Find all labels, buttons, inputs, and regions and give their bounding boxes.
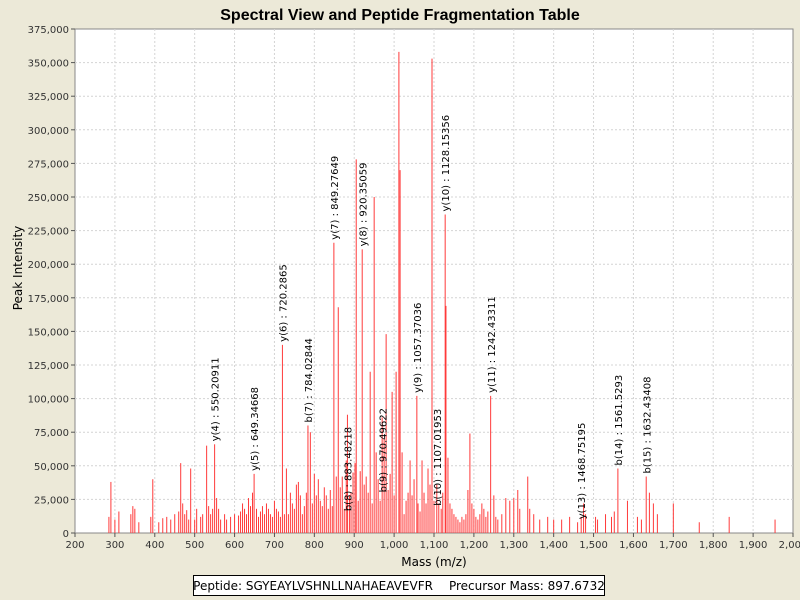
y-tick-label: 200,000 [28, 260, 69, 271]
x-tick-label: 1,300 [499, 540, 528, 551]
x-tick-label: 300 [105, 540, 124, 551]
x-tick-label: 700 [265, 540, 284, 551]
y-tick-label: 100,000 [28, 395, 69, 406]
x-tick-label: 1,100 [420, 540, 449, 551]
x-tick-label: 1,600 [619, 540, 648, 551]
peak-annotation: y(6) : 720.2865 [279, 264, 290, 342]
peak-annotation: y(4) : 550.20911 [211, 357, 222, 441]
x-tick-label: 2,000 [779, 540, 800, 551]
y-axis-label: Peak Intensity [11, 226, 25, 311]
y-tick-label: 150,000 [28, 327, 69, 338]
x-axis: 200 300 400 500 600 700 800 900 1,000 1,100 1,200 1… [65, 533, 800, 551]
y-tick-label: 0 [63, 529, 69, 540]
y-tick-label: 325,000 [28, 92, 69, 103]
x-tick-label: 600 [225, 540, 244, 551]
peak-annotation: y(5) : 649.34668 [250, 387, 261, 471]
peak-annotation: y(11) : 1242.43311 [487, 296, 498, 393]
x-tick-label: 1,700 [659, 540, 688, 551]
y-tick-label: 275,000 [28, 159, 69, 170]
x-tick-label: 800 [305, 540, 324, 551]
peak-annotation: b(8) : 883.48218 [344, 427, 355, 511]
peak-annotation: y(13) : 1468.75195 [577, 423, 588, 520]
peak-annotation: b(14) : 1561.5293 [614, 375, 625, 466]
y-tick-label: 125,000 [28, 361, 69, 372]
y-axis: 0 25,000 50,000 75,000 100,000 125,000 150,000… [28, 25, 75, 540]
y-tick-label: 25,000 [34, 495, 69, 506]
x-tick-label: 400 [145, 540, 164, 551]
y-tick-label: 375,000 [28, 25, 69, 36]
peptide-info-box: Peptide: SGYEAYLVSHNLLNAHAEAVEVFR Precur… [193, 575, 605, 596]
peptide-sequence: Peptide: SGYEAYLVSHNLLNAHAEAVEVFR [193, 578, 433, 593]
y-tick-label: 175,000 [28, 294, 69, 305]
x-tick-label: 1,000 [380, 540, 409, 551]
chart-title: Spectral View and Peptide Fragmentation … [220, 7, 580, 24]
peak-annotation: y(10) : 1128.15356 [441, 115, 452, 212]
x-tick-label: 500 [185, 540, 204, 551]
x-tick-label: 1,800 [699, 540, 728, 551]
x-tick-label: 1,400 [539, 540, 568, 551]
y-tick-label: 50,000 [34, 462, 69, 473]
peak-annotation: y(8) : 920.35059 [358, 163, 369, 247]
y-tick-label: 250,000 [28, 193, 69, 204]
peak-annotation: b(9) : 970.49622 [378, 408, 389, 492]
peak-annotation: b(10) : 1107.01953 [433, 409, 444, 506]
peak-annotation: y(9) : 1057.37036 [413, 303, 424, 393]
fragment-annotations: y(4) : 550.20911 y(5) : 649.34668 y(6) : 7… [211, 115, 654, 519]
precursor-mass: Precursor Mass: 897.6732 [448, 578, 605, 593]
y-tick-label: 225,000 [28, 227, 69, 238]
x-axis-label: Mass (m/z) [401, 555, 466, 569]
peak-annotation: b(15) : 1632.43408 [642, 377, 653, 474]
y-tick-label: 75,000 [34, 428, 69, 439]
y-tick-label: 350,000 [28, 59, 69, 70]
peaks-layer [108, 51, 776, 533]
peak-annotation: y(7) : 849.27649 [330, 156, 341, 240]
grid-lines [75, 29, 793, 533]
x-tick-label: 1,500 [579, 540, 608, 551]
x-tick-label: 1,200 [460, 540, 489, 551]
x-tick-label: 900 [345, 540, 364, 551]
x-tick-label: 200 [65, 540, 84, 551]
y-tick-label: 300,000 [28, 126, 69, 137]
x-tick-label: 1,900 [739, 540, 768, 551]
peak-annotation: b(7) : 784.02844 [304, 338, 315, 422]
